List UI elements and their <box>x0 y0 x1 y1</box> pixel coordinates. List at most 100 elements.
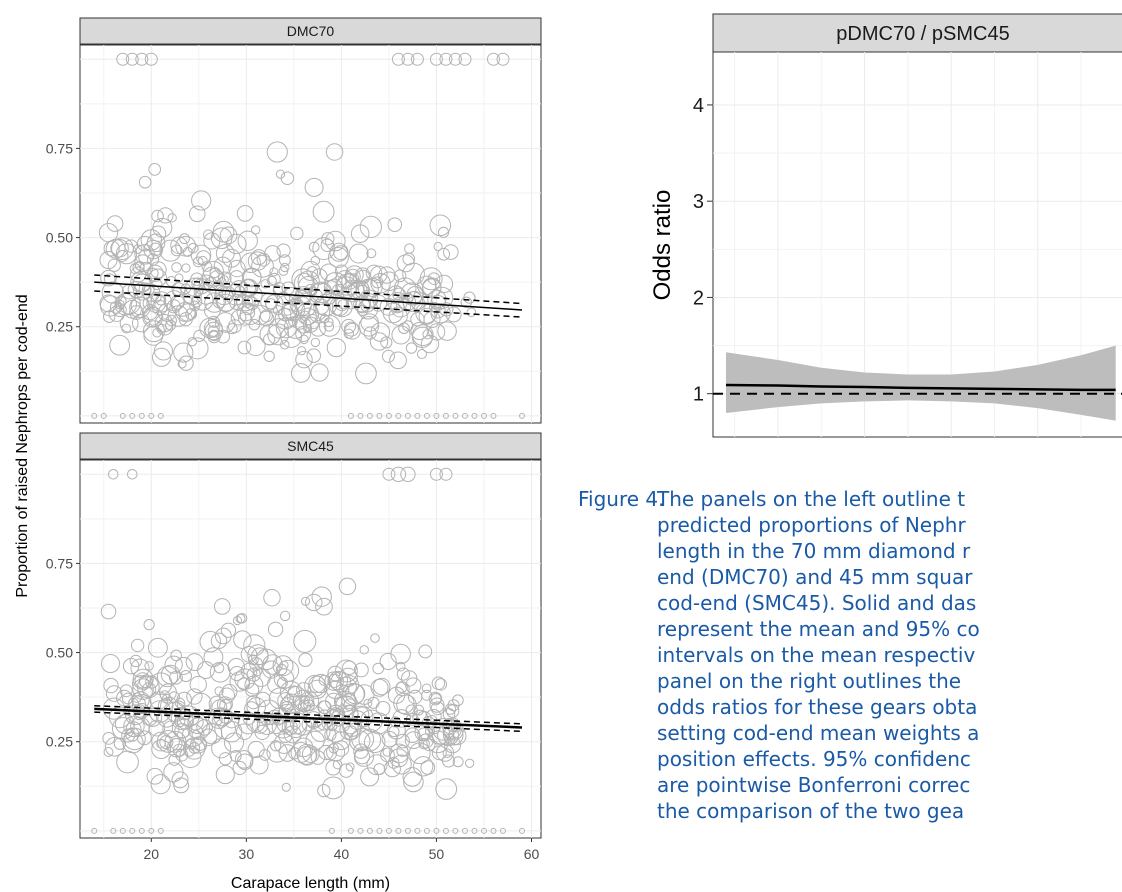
data-point <box>153 341 173 361</box>
data-point <box>305 730 325 751</box>
data-point <box>393 277 417 300</box>
data-point <box>306 348 322 363</box>
y-tick-label: 0.25 <box>46 319 73 335</box>
zero-point <box>452 827 459 834</box>
data-point <box>348 243 369 264</box>
data-point <box>214 686 224 696</box>
data-point <box>163 762 184 783</box>
data-point <box>427 289 447 309</box>
data-point <box>415 301 438 324</box>
data-point <box>105 685 123 702</box>
data-point <box>188 205 206 223</box>
data-point <box>182 246 193 257</box>
data-point <box>452 756 464 768</box>
data-point <box>267 323 290 346</box>
data-point <box>273 733 295 754</box>
one-point <box>439 467 453 481</box>
data-point <box>421 683 432 694</box>
strip-smc45 <box>79 432 542 460</box>
figure-caption: Figure 4. The panels on the left outline… <box>578 486 1122 856</box>
data-point <box>464 758 475 768</box>
data-point <box>433 241 443 252</box>
x-axis-label: Carapace length (mm) <box>231 875 390 892</box>
data-point <box>197 661 215 679</box>
data-point <box>181 263 191 273</box>
data-point <box>159 239 182 262</box>
data-point <box>428 691 443 706</box>
data-point <box>342 682 365 706</box>
data-point <box>130 638 145 653</box>
data-point <box>378 266 396 284</box>
data-point <box>444 733 456 745</box>
data-point <box>103 273 116 285</box>
strip-odds-ratio <box>712 13 1122 53</box>
data-point <box>116 250 129 262</box>
data-point <box>164 655 183 674</box>
data-point <box>334 696 346 707</box>
one-point <box>116 52 130 66</box>
data-point <box>353 746 375 767</box>
caption-line: panel on the right outlines the <box>657 669 962 693</box>
data-point <box>335 659 358 683</box>
zero-point <box>423 412 430 419</box>
data-point <box>240 279 258 297</box>
data-point <box>435 778 458 800</box>
data-point <box>185 308 198 320</box>
data-point <box>129 305 144 320</box>
data-point <box>290 363 311 383</box>
zero-point <box>148 412 155 419</box>
data-point <box>269 267 279 277</box>
data-point <box>442 720 462 740</box>
zero-point <box>385 827 392 834</box>
one-point <box>390 466 407 482</box>
data-point <box>177 359 187 369</box>
data-point <box>410 321 429 340</box>
data-point <box>164 730 187 753</box>
zero-point <box>385 412 392 419</box>
data-point <box>413 756 434 777</box>
data-point <box>395 733 410 749</box>
data-point <box>305 593 323 612</box>
zero-point <box>423 827 430 834</box>
data-point <box>130 270 153 293</box>
y-tick-label: 2 <box>693 287 704 309</box>
data-point <box>387 756 400 769</box>
data-point <box>214 627 232 645</box>
data-point <box>287 316 298 327</box>
data-point <box>109 301 123 314</box>
data-point <box>165 276 177 287</box>
data-point <box>300 596 311 606</box>
data-point <box>146 293 166 314</box>
zero-point <box>328 827 335 834</box>
zero-point <box>471 412 478 419</box>
data-point <box>255 691 271 708</box>
data-point <box>343 321 359 337</box>
data-point <box>147 267 159 280</box>
data-point <box>263 589 281 607</box>
data-point <box>303 324 313 334</box>
data-point <box>292 689 315 712</box>
data-point <box>237 340 252 355</box>
zero-point <box>518 412 525 419</box>
one-point <box>458 52 472 66</box>
data-point <box>258 749 271 761</box>
zero-point <box>157 412 164 419</box>
odds-ratio-mean-line <box>725 383 1116 392</box>
data-point <box>353 295 371 313</box>
caption-line: position effects. 95% confidenc <box>657 747 971 771</box>
data-point <box>204 292 225 313</box>
data-point <box>170 737 183 751</box>
data-point <box>189 736 208 754</box>
data-point <box>244 675 264 695</box>
fit-upper-line <box>94 704 523 725</box>
data-point <box>170 236 188 255</box>
data-point <box>388 306 408 326</box>
data-point <box>370 678 389 697</box>
caption-line: predicted proportions of Nephr <box>657 513 966 537</box>
data-point <box>245 336 266 357</box>
data-point <box>276 243 291 258</box>
data-point <box>165 314 177 327</box>
data-point <box>259 323 281 346</box>
data-point <box>249 657 263 671</box>
data-point <box>148 163 162 176</box>
